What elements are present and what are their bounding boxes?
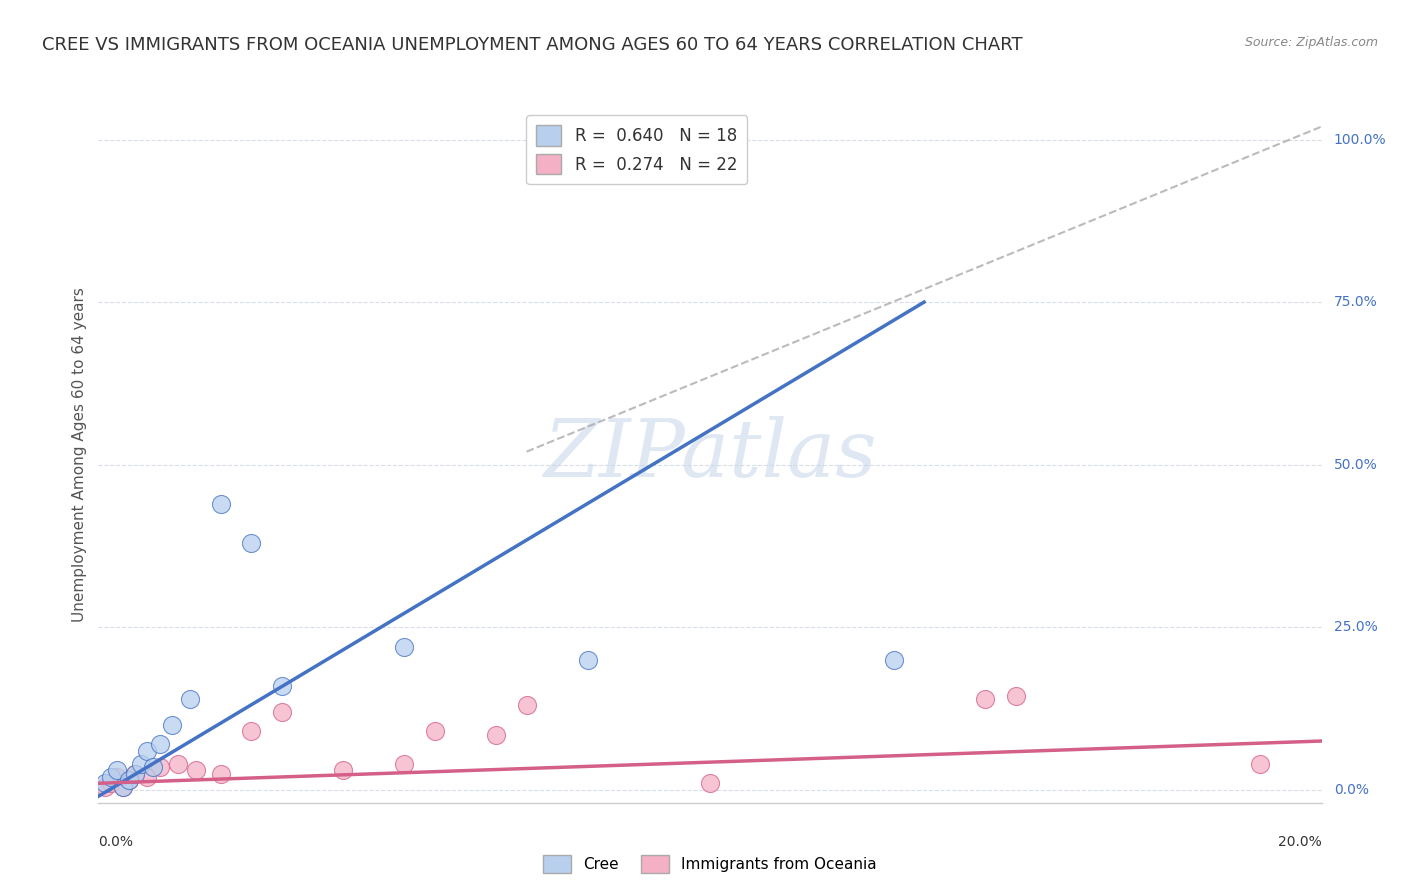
Text: 0.0%: 0.0%	[98, 835, 134, 849]
Legend: Cree, Immigrants from Oceania: Cree, Immigrants from Oceania	[537, 849, 883, 879]
Text: 25.0%: 25.0%	[1334, 620, 1378, 634]
Text: ZIPatlas: ZIPatlas	[543, 417, 877, 493]
Text: 0.0%: 0.0%	[1334, 783, 1369, 797]
Text: 50.0%: 50.0%	[1334, 458, 1378, 472]
Text: Source: ZipAtlas.com: Source: ZipAtlas.com	[1244, 36, 1378, 49]
Text: CREE VS IMMIGRANTS FROM OCEANIA UNEMPLOYMENT AMONG AGES 60 TO 64 YEARS CORRELATI: CREE VS IMMIGRANTS FROM OCEANIA UNEMPLOY…	[42, 36, 1022, 54]
Text: 75.0%: 75.0%	[1334, 295, 1378, 310]
Text: 100.0%: 100.0%	[1334, 133, 1386, 146]
Y-axis label: Unemployment Among Ages 60 to 64 years: Unemployment Among Ages 60 to 64 years	[72, 287, 87, 623]
Text: 20.0%: 20.0%	[1278, 835, 1322, 849]
